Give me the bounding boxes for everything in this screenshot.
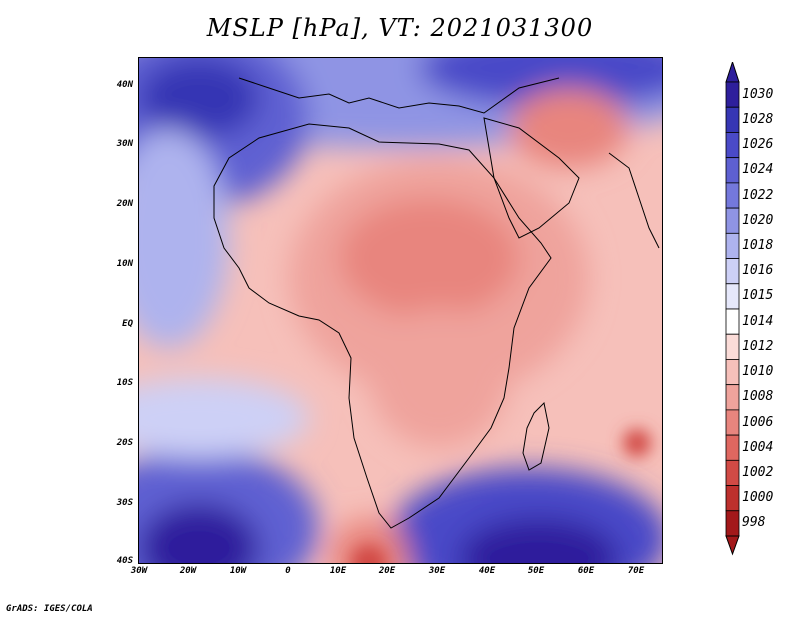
colorbar-box-1026 bbox=[725, 132, 740, 159]
lon-label-40e: 40E bbox=[478, 566, 496, 576]
west-atlantic-high bbox=[139, 128, 229, 348]
lon-label-0: 0 bbox=[285, 566, 291, 576]
lat-label-30s: 30S bbox=[116, 498, 133, 508]
lon-label-50e: 50E bbox=[527, 566, 545, 576]
pressure-map bbox=[138, 57, 663, 564]
colorbar-box-1006 bbox=[725, 409, 740, 436]
arabian-low bbox=[509, 88, 629, 168]
lat-label-eq: EQ bbox=[122, 319, 133, 329]
colorbar-label-1004: 1004 bbox=[742, 439, 774, 455]
colorbar-label-1024: 1024 bbox=[742, 162, 774, 178]
colorbar-box-1015 bbox=[725, 283, 740, 310]
lon-label-30w: 30W bbox=[130, 566, 148, 576]
colorbar-label-1026: 1026 bbox=[742, 137, 774, 153]
colorbar-label-1030: 1030 bbox=[742, 86, 774, 102]
colorbar-label-1002: 1002 bbox=[742, 464, 774, 480]
india-coastline bbox=[608, 152, 660, 249]
colorbar-box-1004 bbox=[725, 434, 740, 461]
lat-label-40n: 40N bbox=[116, 80, 133, 90]
colorbar-label-998: 998 bbox=[742, 515, 766, 531]
indian-ocean-core bbox=[459, 518, 619, 563]
colorbar-top-arrow bbox=[725, 62, 740, 83]
colorbar-label-1028: 1028 bbox=[742, 111, 774, 127]
colorbar-box-1010 bbox=[725, 359, 740, 386]
cape-low-core bbox=[351, 545, 387, 563]
lon-label-20w: 20W bbox=[179, 566, 197, 576]
colorbar-box-1012 bbox=[725, 333, 740, 360]
colorbar-box-1022 bbox=[725, 182, 740, 209]
colorbar-box-1014 bbox=[725, 308, 740, 335]
arabia-coastline bbox=[483, 117, 580, 239]
lon-label-30e: 30E bbox=[428, 566, 446, 576]
colorbar-label-1015: 1015 bbox=[742, 288, 774, 304]
colorbar-label-1008: 1008 bbox=[742, 389, 774, 405]
lat-label-10n: 10N bbox=[116, 259, 133, 269]
colorbar bbox=[725, 62, 740, 556]
colorbar-box-1002 bbox=[725, 459, 740, 486]
cape-low bbox=[329, 518, 409, 563]
lat-label-10s: 10S bbox=[116, 378, 133, 388]
lon-label-20e: 20E bbox=[378, 566, 396, 576]
lat-label-20n: 20N bbox=[116, 199, 133, 209]
africa-coastline bbox=[213, 123, 552, 529]
colorbar-label-1010: 1010 bbox=[742, 364, 774, 380]
lon-label-10e: 10E bbox=[329, 566, 347, 576]
sahel-low bbox=[339, 198, 519, 318]
colorbar-box-1024 bbox=[725, 157, 740, 184]
colorbar-box-1000 bbox=[725, 485, 740, 512]
colorbar-label-1014: 1014 bbox=[742, 313, 774, 329]
madagascar-coastline bbox=[522, 401, 550, 471]
colorbar-box-1028 bbox=[725, 106, 740, 133]
colorbar-box-1030 bbox=[725, 81, 740, 108]
pressure-field bbox=[139, 58, 662, 563]
colorbar-label-1000: 1000 bbox=[742, 490, 774, 506]
map-title: MSLP [hPa], VT: 2021031300 bbox=[206, 14, 594, 42]
colorbar-bottom-arrow bbox=[725, 535, 740, 556]
lon-label-70e: 70E bbox=[627, 566, 645, 576]
colorbar-label-1012: 1012 bbox=[742, 338, 774, 354]
colorbar-box-1008 bbox=[725, 384, 740, 411]
europe-coastline bbox=[238, 77, 560, 114]
congo-low bbox=[369, 308, 509, 448]
colorbar-label-1022: 1022 bbox=[742, 187, 774, 203]
atlantic-high-core bbox=[139, 58, 259, 138]
lon-label-60e: 60E bbox=[577, 566, 595, 576]
colorbar-box-1016 bbox=[725, 258, 740, 285]
colorbar-label-1018: 1018 bbox=[742, 237, 774, 253]
lon-label-10w: 10W bbox=[229, 566, 247, 576]
colorbar-label-1006: 1006 bbox=[742, 414, 774, 430]
lat-label-20s: 20S bbox=[116, 438, 133, 448]
colorbar-box-998 bbox=[725, 510, 740, 537]
south-atlantic-ridge bbox=[139, 378, 309, 458]
south-atlantic-core bbox=[139, 503, 259, 563]
mascarene-low bbox=[623, 429, 651, 457]
colorbar-box-1020 bbox=[725, 207, 740, 234]
colorbar-box-1018 bbox=[725, 232, 740, 259]
grads-credit: GrADS: IGES/COLA bbox=[6, 604, 93, 614]
colorbar-label-1016: 1016 bbox=[742, 263, 774, 279]
lat-label-30n: 30N bbox=[116, 139, 133, 149]
colorbar-label-1020: 1020 bbox=[742, 212, 774, 228]
lat-label-40s: 40S bbox=[116, 556, 133, 566]
